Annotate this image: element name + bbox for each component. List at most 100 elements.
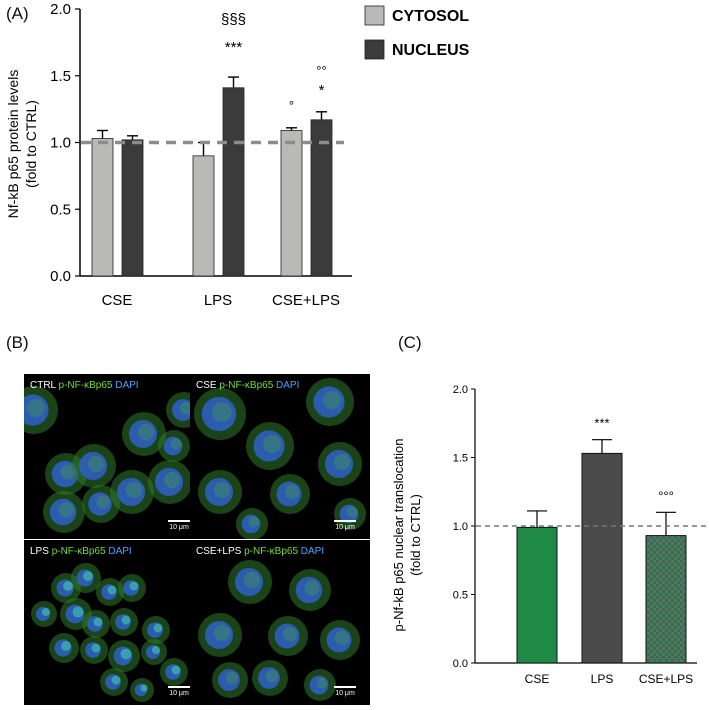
- cell-signal: [282, 626, 298, 642]
- cell-signal: [151, 645, 161, 655]
- micrograph-condition: CSE: [196, 380, 217, 391]
- cell-signal: [263, 435, 281, 453]
- scale-bar-label: 10 μm: [335, 524, 355, 531]
- x-tick-label: LPS: [204, 292, 232, 309]
- scale-bar-line: [334, 686, 356, 688]
- scale-bar-line: [334, 520, 356, 522]
- cell-signal: [27, 399, 45, 417]
- bar-nucleus-cse-lps: [310, 119, 333, 277]
- y-axis-title-line1: p-Nf-kB p65 nuclear translocation: [391, 439, 406, 632]
- y-axis-title: Nf-kB p65 protein levels (fold to CTRL): [5, 70, 39, 219]
- bar-lps: [581, 452, 623, 664]
- cell-signal: [129, 581, 139, 591]
- micrograph-condition: CTRL: [30, 380, 56, 391]
- bar-cse-lps: [645, 535, 687, 664]
- x-tick-label: CSE: [525, 672, 550, 686]
- micrograph-image: [194, 378, 366, 539]
- cell-signal: [125, 481, 143, 499]
- y-tick-label: 0.5: [453, 590, 468, 602]
- micrograph-label: CSE+LPS p-NF-κBp65 DAPI: [196, 546, 324, 557]
- cell-signal: [163, 471, 181, 489]
- scale-bar-label: 10 μm: [169, 690, 189, 697]
- micrograph-image: [24, 386, 202, 533]
- y-tick-label: 1.5: [453, 453, 468, 465]
- cell-signal: [170, 438, 182, 450]
- micrograph-cse: CSE p-NF-κBp65 DAPI 10 μm: [190, 374, 370, 539]
- cell-signal: [284, 484, 300, 500]
- cell-signal: [63, 581, 73, 591]
- micrograph-grid: CTRL p-NF-κBp65 DAPI 10 μm CSE p-NF-κBp65 …: [24, 374, 386, 706]
- significance-label: ***: [225, 39, 243, 56]
- micrograph-stain: DAPI: [115, 380, 139, 391]
- micrograph-label: CSE p-NF-κBp65 DAPI: [196, 380, 299, 391]
- significance-label: ***: [594, 416, 609, 431]
- y-tick-label: 1.5: [50, 68, 71, 85]
- micrograph-cse-lps: CSE+LPS p-NF-κBp65 DAPI 10 μm: [190, 540, 370, 705]
- significance-label: °°°: [658, 488, 674, 503]
- micrograph-marker: p-NF-κBp65: [244, 546, 298, 557]
- cell-signal: [41, 607, 51, 617]
- bar-nucleus-lps: [222, 87, 245, 277]
- chart-a: 0.0 0.5 1.0 1.5 2.0 Nf-kB p65 protein levels(…: [5, 1, 470, 309]
- bar-cytosol-lps: [192, 155, 215, 277]
- cell-signal: [316, 677, 328, 689]
- legend-swatch-nucleus: [364, 39, 385, 60]
- y-axis-title-line2: (fold to CTRL): [23, 100, 39, 188]
- bar-cse: [516, 526, 558, 664]
- x-tick-label: LPS: [591, 672, 614, 686]
- legend-label-cytosol: CYTOSOL: [392, 8, 469, 25]
- cell-signal: [323, 391, 341, 409]
- scale-bar: 10 μm: [162, 686, 196, 697]
- scale-bar-line: [168, 520, 190, 522]
- micrograph-stain: DAPI: [300, 546, 325, 557]
- cell-signal: [93, 617, 103, 627]
- scale-bar: 10 μm: [328, 520, 362, 531]
- cell-signal: [243, 571, 261, 589]
- cell-signal: [87, 455, 105, 473]
- y-tick-label: 1.0: [453, 521, 468, 533]
- x-tick-label: CSE+LPS: [639, 672, 693, 686]
- legend-label-nucleus: NUCLEUS: [392, 42, 470, 59]
- micrograph-stain: DAPI: [276, 380, 300, 391]
- y-tick-label: 0.0: [50, 268, 71, 285]
- micrograph-marker: p-NF-κBp65: [58, 380, 113, 391]
- significance-label: *: [319, 82, 325, 99]
- panel-label-c: (C): [398, 333, 422, 352]
- cell-signal: [153, 623, 163, 633]
- scale-bar: 10 μm: [328, 686, 362, 697]
- cell-signal: [121, 615, 131, 625]
- cell-signal: [346, 506, 358, 518]
- significance-label: °: [289, 98, 294, 113]
- y-tick-label: 2.0: [50, 1, 71, 18]
- micrograph-stain: DAPI: [108, 546, 132, 557]
- cell-signal: [58, 502, 74, 518]
- panel-label-b: (B): [6, 333, 29, 352]
- cell-signal: [120, 648, 132, 660]
- y-axis-title-line2: (fold to CTRL): [408, 494, 423, 576]
- cell-signal: [225, 671, 239, 685]
- panel-label-a: (A): [6, 4, 29, 23]
- cell-signal: [137, 423, 155, 441]
- cell-signal: [60, 464, 76, 480]
- micrograph-lps: LPS p-NF-κBp65 DAPI 10 μm: [24, 540, 204, 705]
- cell-signal: [83, 571, 93, 581]
- micrograph-ctrl: CTRL p-NF-κBp65 DAPI 10 μm: [24, 374, 204, 539]
- chart-c: 0.0 0.5 1.0 1.5 2.0 p-Nf-kB p65 nuclear trans…: [391, 384, 707, 686]
- legend-swatch-cytosol: [364, 5, 385, 26]
- cell-signal: [111, 675, 121, 685]
- cell-signal: [265, 669, 279, 683]
- cell-signal: [179, 401, 193, 415]
- cell-signal: [213, 481, 231, 499]
- x-tick-label: CSE+LPS: [272, 292, 340, 309]
- cell-signal: [333, 453, 351, 471]
- y-tick-label: 1.0: [50, 135, 71, 152]
- bar-cytosol-cse-lps: [280, 130, 303, 277]
- cell-signal: [334, 630, 350, 646]
- scale-bar-line: [168, 686, 190, 688]
- micrograph-label: CTRL p-NF-κBp65 DAPI: [30, 380, 139, 391]
- cell-signal: [304, 580, 320, 596]
- scale-bar: 10 μm: [162, 520, 196, 531]
- y-tick-label: 0.5: [50, 201, 71, 218]
- cell-signal: [72, 606, 84, 618]
- micrograph-marker: p-NF-κBp65: [51, 546, 106, 557]
